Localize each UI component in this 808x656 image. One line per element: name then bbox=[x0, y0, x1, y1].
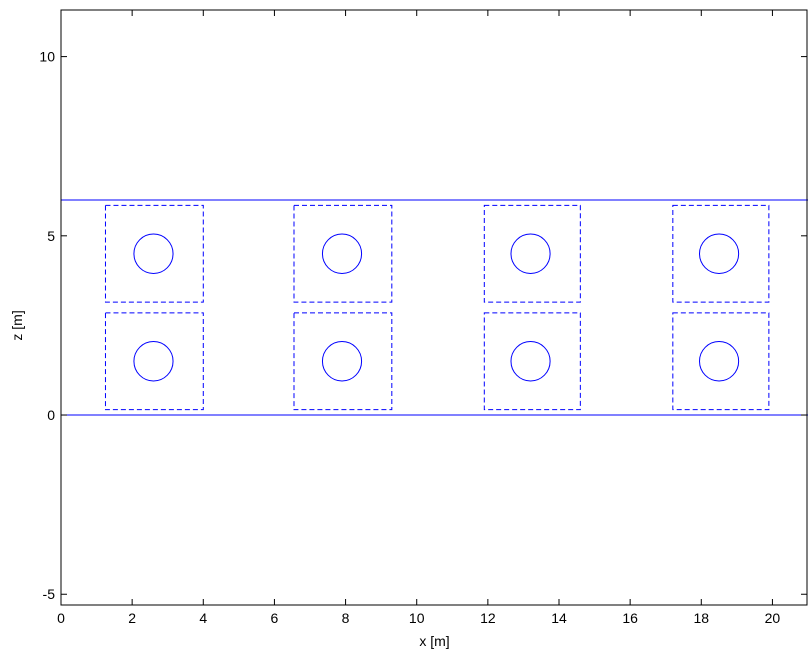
dashed-square bbox=[104, 204, 204, 303]
x-tick-label: 14 bbox=[551, 610, 567, 626]
dashed-square bbox=[672, 312, 770, 411]
dashed-square bbox=[293, 312, 393, 411]
x-tick-label: 0 bbox=[57, 610, 65, 626]
dashed-square bbox=[104, 312, 204, 411]
plot-frame bbox=[60, 9, 808, 606]
circle-mark bbox=[510, 233, 551, 274]
circle-mark bbox=[321, 341, 363, 382]
y-tick-label: 5 bbox=[47, 228, 55, 244]
y-tick-label: 0 bbox=[47, 407, 55, 423]
x-tick-label: 20 bbox=[765, 610, 781, 626]
y-axis-label: z [m] bbox=[9, 310, 25, 340]
dashed-square bbox=[672, 204, 770, 303]
dashed-square bbox=[483, 312, 581, 411]
circle-mark bbox=[510, 341, 551, 382]
circle-mark bbox=[699, 341, 740, 382]
x-tick-label: 12 bbox=[480, 610, 496, 626]
shapes-layer bbox=[61, 199, 808, 416]
circle-mark bbox=[133, 341, 174, 382]
y-tick-label: 10 bbox=[39, 49, 55, 65]
x-tick-label: 6 bbox=[271, 610, 279, 626]
x-tick-label: 4 bbox=[199, 610, 207, 626]
circle-mark bbox=[321, 233, 363, 274]
x-tick-label: 8 bbox=[342, 610, 350, 626]
y-tick-label: -5 bbox=[43, 586, 56, 602]
x-tick-label: 10 bbox=[409, 610, 425, 626]
circle-mark bbox=[133, 233, 174, 274]
x-tick-label: 18 bbox=[693, 610, 709, 626]
circle-mark bbox=[699, 233, 740, 274]
x-tick-label: 16 bbox=[622, 610, 638, 626]
x-tick-label: 2 bbox=[128, 610, 136, 626]
dashed-square bbox=[293, 204, 393, 303]
dashed-square bbox=[483, 204, 581, 303]
x-axis-label: x [m] bbox=[419, 633, 449, 649]
